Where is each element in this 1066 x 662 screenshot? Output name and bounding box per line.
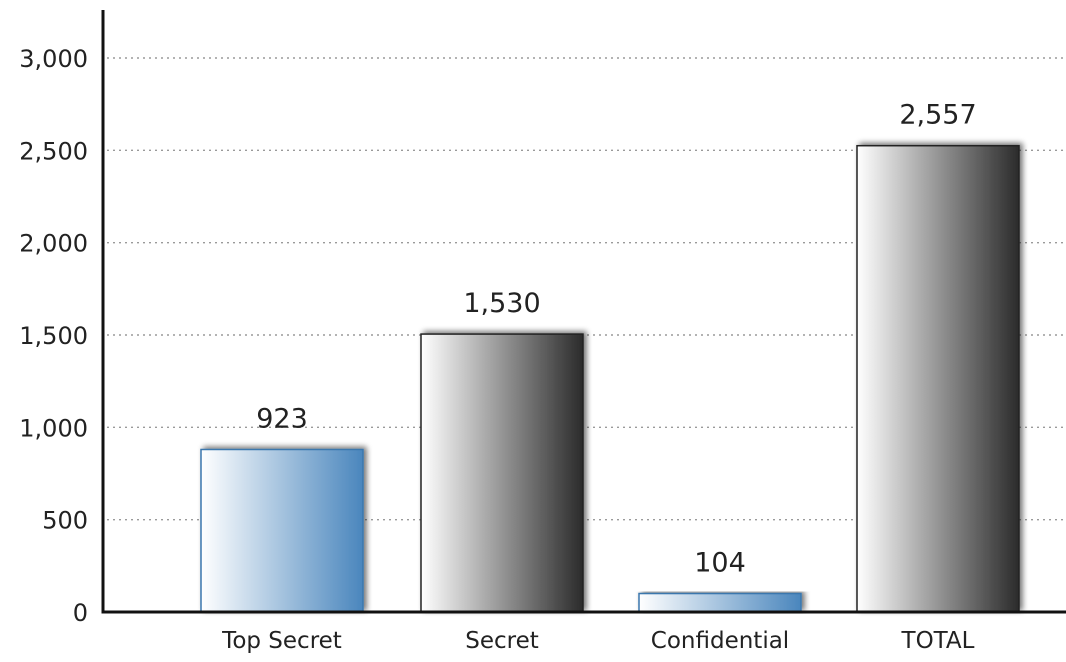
y-tick-label: 1,500 bbox=[19, 322, 88, 350]
bar-confidential bbox=[638, 592, 802, 613]
y-tick-label: 2,500 bbox=[19, 137, 88, 165]
y-tick-label: 0 bbox=[73, 599, 88, 627]
x-tick-label: TOTAL bbox=[901, 628, 975, 654]
x-tick-label: Secret bbox=[465, 628, 539, 654]
y-tick-label: 2,000 bbox=[19, 230, 88, 258]
y-tick-label: 3,000 bbox=[19, 45, 88, 73]
data-label: 2,557 bbox=[899, 100, 976, 131]
bar-top-secret bbox=[200, 448, 364, 613]
x-tick-label: Confidential bbox=[651, 628, 789, 654]
labels: 0 500 1,000 1,500 2,000 2,500 3,000 923 Top Secr… bbox=[19, 45, 976, 654]
data-label: 923 bbox=[256, 403, 308, 434]
data-label: 104 bbox=[694, 548, 746, 579]
y-tick-label: 500 bbox=[42, 507, 88, 535]
data-label: 1,530 bbox=[463, 288, 540, 319]
bar-secret bbox=[420, 333, 584, 613]
bars bbox=[200, 144, 1020, 613]
bar-total bbox=[856, 144, 1020, 613]
axes bbox=[101, 10, 1066, 614]
y-tick-label: 1,000 bbox=[19, 414, 88, 442]
x-tick-label: Top Secret bbox=[221, 628, 342, 654]
